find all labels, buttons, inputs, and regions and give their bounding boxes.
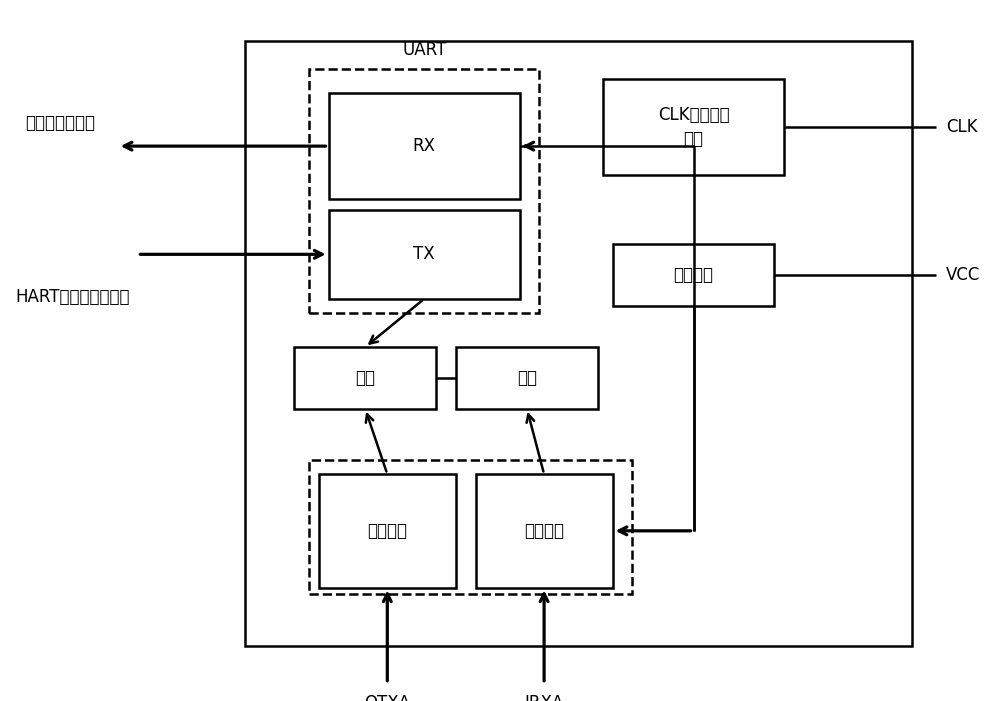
Bar — [309, 461, 632, 594]
Bar — [613, 244, 774, 306]
Text: CLK时钟管理
模块: CLK时钟管理 模块 — [658, 107, 729, 148]
Text: HART协议帧所有内容: HART协议帧所有内容 — [15, 288, 129, 306]
Bar — [294, 347, 436, 409]
Text: 解调电路: 解调电路 — [524, 522, 564, 540]
Bar — [456, 347, 598, 409]
Text: TX: TX — [413, 245, 435, 264]
Text: UART: UART — [402, 41, 447, 59]
Bar — [245, 41, 912, 646]
Bar — [603, 79, 784, 175]
Text: 调制电路: 调制电路 — [367, 522, 407, 540]
Bar — [328, 93, 520, 199]
Text: 校验: 校验 — [355, 369, 375, 387]
Bar — [319, 474, 456, 587]
Text: IRXA: IRXA — [524, 694, 564, 701]
Text: RX: RX — [413, 137, 436, 155]
Text: CLK: CLK — [946, 118, 978, 136]
Text: VCC: VCC — [946, 266, 980, 284]
Bar — [309, 69, 539, 313]
Text: 校验: 校验 — [517, 369, 537, 387]
Text: OTXA: OTXA — [364, 694, 410, 701]
Text: 供电电源: 供电电源 — [674, 266, 714, 284]
Bar — [328, 210, 520, 299]
Bar — [476, 474, 613, 587]
Text: 接收的所有信息: 接收的所有信息 — [25, 114, 95, 132]
